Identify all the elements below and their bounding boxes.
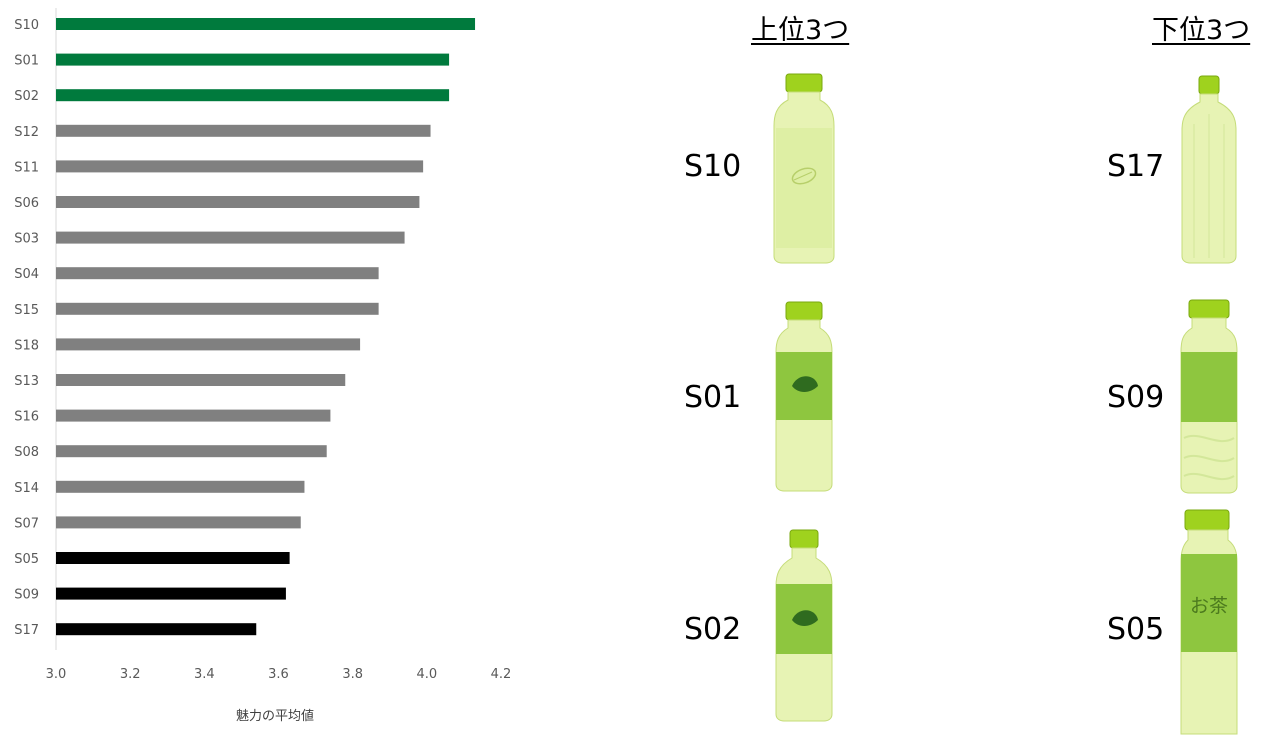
bar-S07: [56, 516, 301, 529]
bar-S13: [56, 374, 346, 386]
category-label: S06: [14, 196, 39, 211]
x-tick-label: 3.8: [342, 667, 363, 682]
bottom-three-title: 下位3つ: [1152, 15, 1251, 46]
category-label: S09: [14, 588, 39, 603]
bar-chart: S10 S01 S02 S12 S11 S06 S03 S04 S15 S18 S13 S16 S08 S…: [14, 8, 512, 724]
category-label: S03: [14, 232, 39, 247]
x-tick-label: 3.4: [194, 667, 215, 682]
x-tick-label: 4.2: [491, 667, 512, 682]
category-label: S14: [14, 481, 39, 496]
top-three-title: 上位3つ: [751, 15, 850, 46]
category-label: S10: [14, 18, 39, 33]
category-label: S12: [14, 125, 39, 140]
green-label-bottle-icon: [1180, 299, 1238, 494]
bar-S16: [56, 409, 331, 422]
bar-S09: [56, 587, 286, 600]
leaf-label-bottle-icon: [775, 301, 833, 492]
bar-S01: [56, 53, 450, 66]
bar-S02: [56, 89, 450, 102]
category-label: S11: [14, 160, 39, 175]
bar-S15: [56, 302, 379, 315]
category-label: S17: [14, 623, 39, 638]
category-label: S02: [14, 89, 39, 104]
bottom-item-label: S05: [1107, 612, 1165, 647]
bottle-label-text: お茶: [1190, 595, 1228, 617]
bar-S08: [56, 445, 327, 458]
bar-S11: [56, 160, 424, 173]
category-label: S16: [14, 410, 39, 425]
bar-S10: [56, 18, 476, 30]
x-axis-title: 魅力の平均値: [236, 708, 314, 724]
category-label: S07: [14, 516, 39, 531]
category-label: S05: [14, 552, 39, 567]
category-labels: S10 S01 S02 S12 S11 S06 S03 S04 S15 S18 S13 S16 S08 S…: [14, 18, 39, 638]
bar-S06: [56, 196, 420, 208]
leaf-label-bottle-icon: [775, 529, 833, 722]
category-label: S15: [14, 303, 39, 318]
top-item-label: S02: [684, 612, 742, 647]
bar-S17: [56, 623, 257, 636]
top-item-label: S10: [684, 149, 742, 184]
leaf-embossed-bottle-icon: [773, 73, 835, 264]
bar-S12: [56, 124, 431, 137]
bar-S03: [56, 231, 405, 244]
top-item-label: S01: [684, 380, 742, 415]
ocha-label-bottle-icon: お茶: [1180, 509, 1238, 735]
bar-S05: [56, 552, 290, 564]
category-label: S01: [14, 54, 39, 69]
category-label: S04: [14, 267, 39, 282]
bar-S18: [56, 338, 361, 351]
plain-tall-bottle-icon: [1181, 75, 1237, 264]
category-label: S18: [14, 338, 39, 353]
x-tick-label: 3.2: [120, 667, 141, 682]
bars-group: [56, 18, 476, 636]
x-tick-label: 3.0: [46, 667, 67, 682]
x-tick-labels: 3.0 3.2 3.4 3.6 3.8 4.0 4.2: [46, 667, 512, 682]
category-label: S08: [14, 445, 39, 460]
x-tick-label: 3.6: [268, 667, 289, 682]
x-tick-label: 4.0: [416, 667, 437, 682]
bar-S14: [56, 480, 305, 493]
bottom-item-label: S17: [1107, 149, 1165, 184]
bottom-item-label: S09: [1107, 380, 1165, 415]
bar-S04: [56, 267, 379, 280]
category-label: S13: [14, 374, 39, 389]
